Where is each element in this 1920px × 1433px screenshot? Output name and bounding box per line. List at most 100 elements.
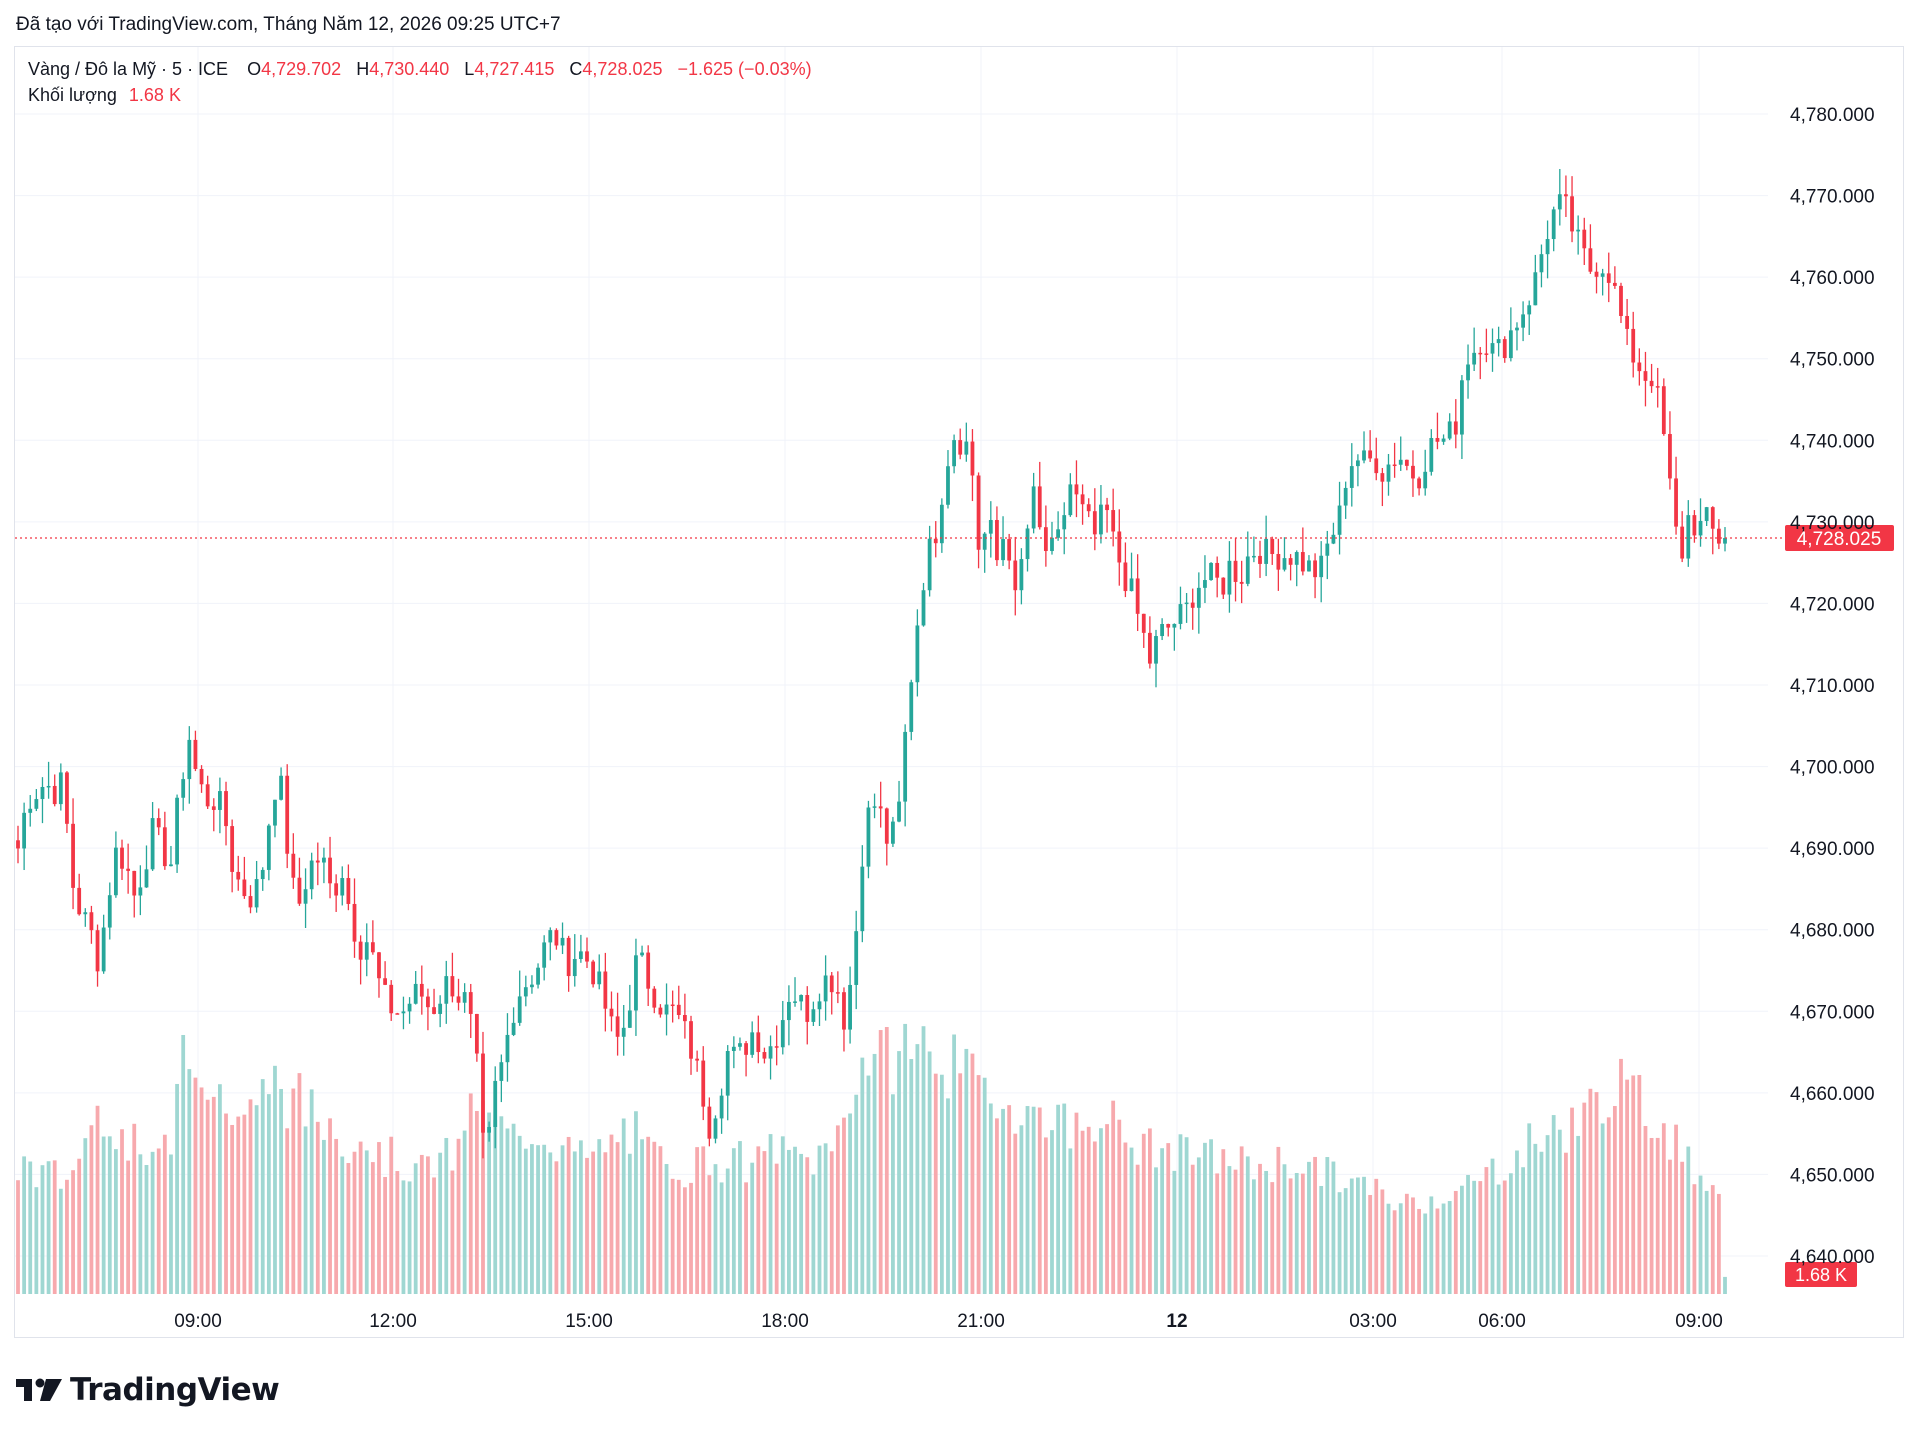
candle-body [493, 1080, 498, 1128]
candle-body [560, 937, 565, 946]
price-tick-label: 4,670.000 [1790, 1002, 1875, 1023]
candle-body [1288, 558, 1293, 565]
candle-body [419, 983, 424, 997]
candle-body [340, 878, 345, 896]
chart-legend: Vàng / Đô la Mỹ · 5 · ICE O4,729.702 H4,… [28, 56, 822, 108]
volume-bar [891, 1094, 895, 1294]
volume-bar [34, 1187, 39, 1294]
candle-body [817, 1001, 822, 1010]
volume-bar [1270, 1182, 1275, 1294]
candle-body [401, 1011, 406, 1014]
volume-bar [16, 1180, 20, 1294]
chart-caption: Đã tạo với TradingView.com, Tháng Năm 12… [16, 14, 561, 35]
candle-body [1258, 555, 1262, 564]
volume-bar [285, 1128, 290, 1294]
volume-bar [1019, 1125, 1024, 1294]
candle-body [187, 739, 192, 780]
volume-bar [340, 1156, 345, 1294]
volume-bar [848, 1113, 852, 1294]
candle-body [1533, 272, 1538, 306]
candle-body [750, 1032, 755, 1055]
candle-body [95, 930, 100, 972]
candle-body [273, 799, 277, 826]
volume-bar [523, 1148, 528, 1294]
candle-body [1674, 478, 1678, 527]
candle-body [1692, 515, 1697, 536]
volume-bar [572, 1151, 577, 1294]
volume-bar [144, 1165, 149, 1294]
candle-body [731, 1046, 736, 1052]
candle-body [144, 869, 149, 888]
candle-body [377, 952, 381, 979]
volume-bar [401, 1180, 406, 1294]
volume-bar [1368, 1194, 1373, 1294]
volume-bar [101, 1136, 106, 1294]
volume-bar [1313, 1156, 1317, 1294]
volume-bar [150, 1151, 155, 1294]
candle-body [444, 976, 449, 1004]
volume-bar [1307, 1161, 1311, 1294]
volume-bar [1723, 1276, 1727, 1294]
volume-bar [1417, 1208, 1421, 1294]
candle-body [383, 978, 387, 985]
candle-body [1447, 421, 1452, 439]
candle-body [162, 827, 167, 867]
candle-body [58, 772, 63, 805]
tradingview-logo[interactable]: TradingView [16, 1372, 280, 1408]
candle-body [866, 807, 871, 867]
candle-body [1686, 515, 1691, 559]
volume-bar [884, 1027, 889, 1294]
candle-body [181, 779, 186, 798]
candle-body [150, 818, 155, 870]
candle-body [266, 825, 271, 870]
volume-bar [444, 1137, 449, 1294]
volume-bar [670, 1178, 675, 1294]
candle-body [1496, 339, 1501, 344]
candle-body [805, 995, 810, 1022]
volume-bar [1680, 1161, 1685, 1294]
price-tick-label: 4,720.000 [1790, 594, 1875, 615]
candle-body [1637, 362, 1642, 372]
volume-bar [1716, 1193, 1721, 1294]
candle-body [915, 625, 920, 683]
volume-bar [1545, 1135, 1550, 1294]
price-tick-label: 4,640.000 [1790, 1247, 1875, 1268]
candle-body [101, 927, 106, 972]
volume-bar [1203, 1142, 1207, 1294]
candle-body [22, 812, 27, 849]
candle-body [1643, 371, 1648, 381]
last-volume-badge [1785, 1262, 1857, 1287]
volume-label[interactable]: Khối lượng [28, 85, 117, 105]
volume-bar [1429, 1196, 1434, 1294]
volume-bar [1233, 1169, 1238, 1294]
candle-body [1270, 538, 1275, 555]
candle-body [1123, 562, 1128, 592]
time-tick-label: 21:00 [957, 1311, 1005, 1332]
candle-body [958, 440, 963, 455]
candle-body [126, 868, 131, 871]
volume-bar [878, 1030, 883, 1294]
candle-body [1007, 539, 1012, 561]
price-tick-label: 4,750.000 [1790, 350, 1875, 371]
volume-bar [1441, 1203, 1446, 1294]
volume-bar [260, 1079, 265, 1294]
volume-bar [1117, 1119, 1122, 1294]
candle-body [1472, 352, 1477, 365]
volume-bar [799, 1153, 804, 1294]
volume-bar [1698, 1175, 1703, 1294]
candle-body [303, 889, 308, 904]
symbol-label[interactable]: Vàng / Đô la Mỹ · 5 · ICE [28, 59, 229, 79]
candle-body [1557, 194, 1562, 210]
volume-bar [22, 1156, 27, 1294]
volume-bar [181, 1034, 186, 1294]
candle-body [334, 883, 339, 896]
volume-bar [1147, 1128, 1152, 1294]
close-label: C [569, 59, 583, 79]
candle-body [1325, 543, 1330, 556]
candle-body [1655, 386, 1660, 388]
candle-body [138, 887, 143, 896]
candle-body [1080, 494, 1085, 505]
candle-body [860, 866, 865, 932]
candle-body [1600, 273, 1605, 277]
